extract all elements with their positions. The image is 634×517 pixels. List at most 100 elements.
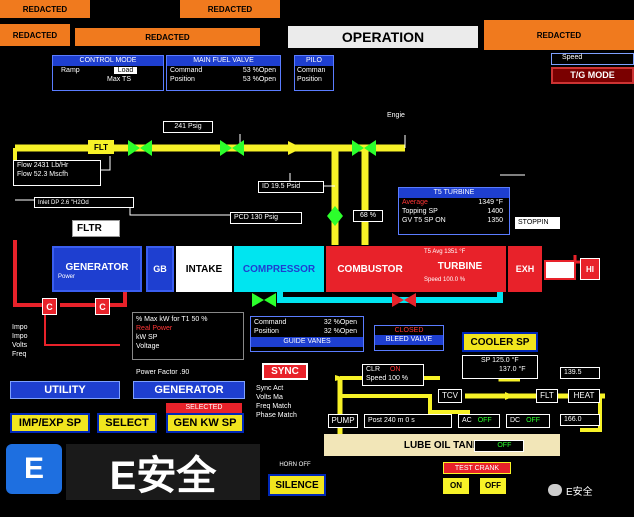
redacted-tab-1[interactable]: REDACTED xyxy=(0,0,90,18)
redacted-tab-3[interactable]: REDACTED xyxy=(0,24,70,46)
exhaust-stack xyxy=(544,260,576,280)
pilot-title: PILO xyxy=(295,56,333,66)
gv-position-row: Position 32 %Open xyxy=(251,327,363,336)
control-mode-panel: CONTROL MODE Ramp Load Max TS xyxy=(52,55,164,91)
cooler-sp-button[interactable]: COOLER SP xyxy=(462,332,538,352)
utility-button[interactable]: UTILITY xyxy=(10,381,120,399)
tcv-label: TCV xyxy=(438,389,462,403)
mfv-command-label: Command xyxy=(170,67,203,74)
test-crank-on-button[interactable]: ON xyxy=(443,478,469,494)
bleed-valve-panel: CLOSED BLEED VALVE xyxy=(374,325,444,351)
mfv-position-label: Position xyxy=(170,76,195,83)
lube-temp-1: 139.5 xyxy=(560,367,600,379)
bleed-valve-title: BLEED VALVE xyxy=(375,335,443,345)
lube-temp-2: 166.0 xyxy=(560,414,600,426)
gearbox-block[interactable]: GB xyxy=(146,246,174,292)
watermark-brand: E安全 xyxy=(66,444,260,500)
silence-button[interactable]: SILENCE xyxy=(268,474,326,496)
control-mode-title: CONTROL MODE xyxy=(53,56,163,66)
guide-vanes-title: GUIDE VANES xyxy=(251,337,363,347)
t5-gv-label: GV T5 SP ON xyxy=(402,217,446,224)
gv-position-value: 32 %Open xyxy=(323,328,357,335)
clr-row: CLR ON xyxy=(363,365,423,374)
cooler-temp: 137.0 °F xyxy=(499,366,526,373)
t5-gv-row: GV T5 SP ON 1350 xyxy=(399,216,509,225)
sync-phase-match: Phase Match xyxy=(256,412,297,419)
turbine-block[interactable]: T5 Avg 1351 °F TURBINE Speed 100.0 % xyxy=(414,246,506,292)
utility-freq: Freq xyxy=(12,351,27,358)
tg-mode-button[interactable]: T/G MODE xyxy=(551,67,634,84)
inlet-dp-readout: Inlet DP 2.6 "H2Od xyxy=(34,197,134,208)
t5-average-value: 1349 °F xyxy=(478,199,503,206)
fuel-flow-mscfh: Flow 52.3 Mscfh xyxy=(17,171,68,178)
gen-real-power: Real Power xyxy=(136,325,173,332)
gv-command-value: 32 %Open xyxy=(323,319,357,326)
htr-label: HTR xyxy=(478,442,493,449)
control-mode-row: Ramp Load xyxy=(53,66,163,75)
t5-turbine-title: T5 TURBINE xyxy=(399,188,509,198)
turbine-t5-avg: T5 Avg 1351 °F xyxy=(424,249,466,255)
redacted-tab-4[interactable]: REDACTED xyxy=(75,28,260,46)
sync-button[interactable]: SYNC xyxy=(262,363,308,380)
fuel-pressure-readout: 241 Psig xyxy=(163,121,213,133)
t5-topping-label: Topping SP xyxy=(402,208,438,215)
operation-title: OPERATION xyxy=(288,26,478,48)
gen-voltage: Voltage xyxy=(136,343,160,350)
clr-panel: CLR ON Speed 100 % xyxy=(362,364,424,386)
wechat-brand: E安全 xyxy=(566,486,593,498)
guide-vanes-panel: Command 32 %Open Position 32 %Open GUIDE V… xyxy=(250,316,364,352)
ac-pump-status: AC OFF xyxy=(458,414,500,428)
hi-alarm-button[interactable]: HI xyxy=(580,258,600,280)
breaker-c2[interactable]: C xyxy=(95,298,110,315)
redacted-tab-2[interactable]: REDACTED xyxy=(180,0,280,18)
select-button[interactable]: SELECT xyxy=(97,413,157,433)
cooler-sp: SP 125.0 °F xyxy=(481,357,519,364)
dc-label: DC xyxy=(510,417,521,424)
main-fuel-command-row: Command 53 %Open xyxy=(167,66,280,75)
power-factor: Power Factor .90 xyxy=(136,369,190,376)
turbine-speed: Speed 100.0 % xyxy=(424,277,466,283)
pilot-command: Comman xyxy=(297,67,326,74)
gen-max-kw: % Max kW for T1 50 % xyxy=(136,316,208,323)
fuel-flow-panel: Flow 2431 Lb/Hr Flow 52.3 Mscfh xyxy=(13,160,101,186)
main-fuel-valve-panel: MAIN FUEL VALVE Command 53 %Open Position… xyxy=(166,55,281,91)
test-crank-off-button[interactable]: OFF xyxy=(480,478,506,494)
breaker-c1[interactable]: C xyxy=(42,298,57,315)
generator-info-panel: % Max kW for T1 50 % Real Power kW SP Vo… xyxy=(132,312,244,360)
utility-impo-1: Impo xyxy=(12,324,28,331)
mfv-position-value: 53 %Open xyxy=(242,76,276,83)
sync-freq-match: Freq Match xyxy=(256,403,292,410)
generator-button[interactable]: GENERATOR xyxy=(133,381,245,399)
t5-average-row: Average 1349 °F xyxy=(399,198,509,207)
intake-block[interactable]: INTAKE xyxy=(176,246,232,292)
lube-oil-tank: LUBE OIL TANK xyxy=(324,434,560,456)
watermark-logo-icon: E xyxy=(6,444,62,494)
pump-label: PUMP xyxy=(328,414,358,428)
redacted-tab-5[interactable]: REDACTED xyxy=(484,20,634,50)
mfv-command-value: 53 %Open xyxy=(242,67,276,74)
generator-power-label: Power xyxy=(58,274,76,280)
post-lube-timer: Post 240 m 0 s xyxy=(364,414,452,428)
combustor-block[interactable]: COMBUSTOR xyxy=(326,246,414,292)
turbine-label: TURBINE xyxy=(437,261,483,272)
exhaust-block[interactable]: EXH xyxy=(508,246,542,292)
ac-state: OFF xyxy=(477,417,492,424)
compressor-block[interactable]: COMPRESSOR xyxy=(234,246,324,292)
t5-topping-row: Topping SP 1400 xyxy=(399,207,509,216)
id-psid-readout: ID 19.5 Psid xyxy=(258,181,324,193)
engine-label: Engie xyxy=(387,112,405,119)
main-fuel-position-row: Position 53 %Open xyxy=(167,75,280,84)
control-mode-load[interactable]: Load xyxy=(113,67,138,74)
fuel-flow-lbhr: Flow 2431 Lb/Hr xyxy=(17,162,69,169)
t5-average-label: Average xyxy=(402,199,428,206)
valve-percent-readout: 68 % xyxy=(353,210,383,222)
t5-turbine-panel: T5 TURBINE Average 1349 °F Topping SP 1400… xyxy=(398,187,510,235)
control-mode-ramp: Ramp xyxy=(61,67,80,74)
gv-position-label: Position xyxy=(254,328,279,335)
imp-exp-sp-button[interactable]: IMP/EXP SP xyxy=(10,413,90,433)
utility-info: Impo Impo Volts Freq xyxy=(12,323,48,373)
t5-gv-value: 1350 xyxy=(487,217,503,224)
generator-block[interactable]: GENERATOR Power xyxy=(52,246,142,292)
gen-kw-sp-button[interactable]: GEN KW SP xyxy=(166,413,244,433)
